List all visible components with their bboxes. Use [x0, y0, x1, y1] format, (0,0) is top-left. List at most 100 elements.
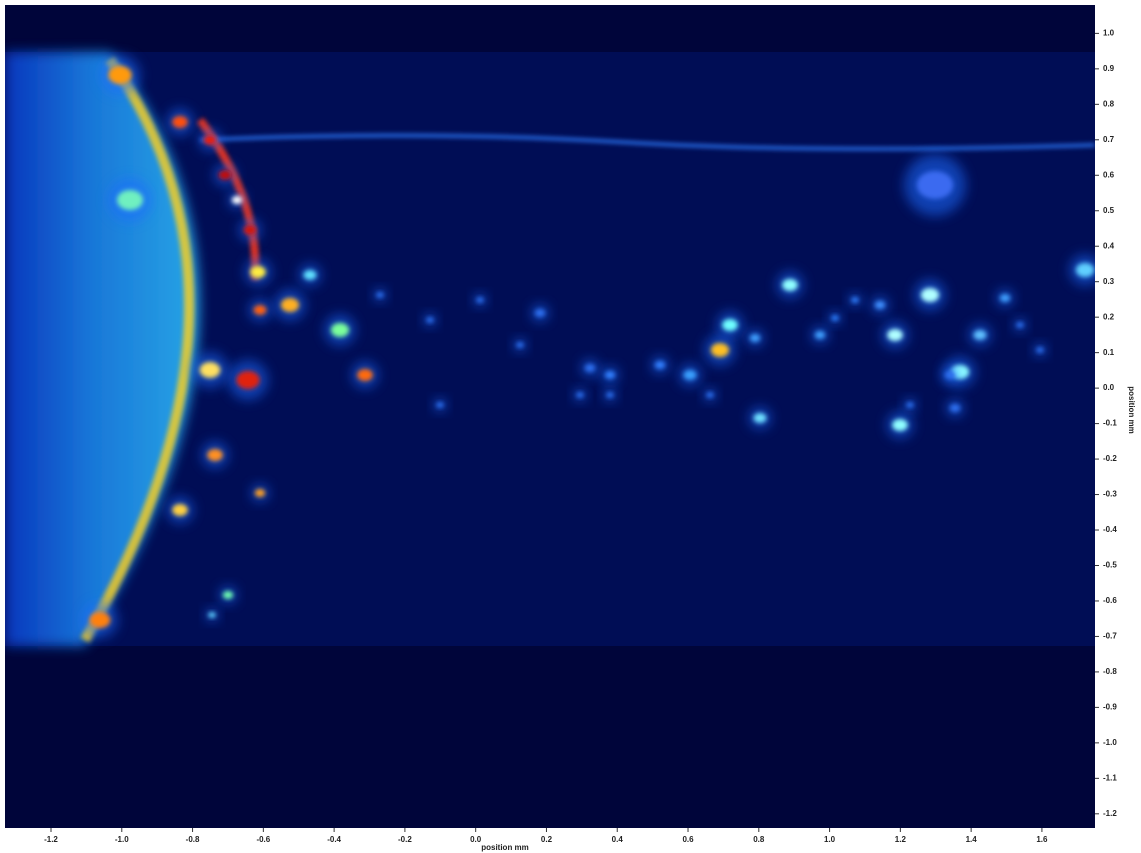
spot: [172, 504, 188, 516]
spot: [604, 371, 616, 379]
spot: [892, 419, 908, 431]
interface-line: [199, 133, 1095, 151]
spot: [357, 369, 373, 381]
spot: [782, 279, 798, 291]
y-tick-label: 0.9: [1103, 64, 1115, 73]
spot: [280, 298, 300, 312]
spot: [303, 270, 317, 280]
spot: [1016, 322, 1024, 328]
blobs: [82, 55, 1095, 638]
y-tick-label: -0.5: [1103, 561, 1117, 570]
spot: [654, 361, 666, 369]
spot: [851, 297, 859, 303]
spot: [250, 266, 266, 278]
y-tick-label: 0.5: [1103, 206, 1115, 215]
spot: [973, 330, 987, 340]
spot: [534, 309, 546, 317]
spot: [199, 362, 221, 378]
x-axis-label: position mm: [481, 843, 529, 852]
spot: [108, 66, 132, 84]
y-tick-label: -0.6: [1103, 596, 1117, 605]
spot: [1075, 263, 1095, 277]
spot: [426, 317, 434, 323]
x-tick-label: 0.8: [753, 835, 765, 844]
x-tick-label: 1.2: [895, 835, 907, 844]
y-tick-label: 0.4: [1103, 241, 1115, 250]
spot: [920, 288, 940, 302]
x-tick-label: 1.4: [966, 835, 978, 844]
y-tick-label: -0.1: [1103, 419, 1117, 428]
y-axis-label: position mm: [1127, 386, 1136, 434]
y-tick-label: 0.3: [1103, 277, 1115, 286]
x-tick-label: 1.0: [824, 835, 836, 844]
y-tick-label: -0.8: [1103, 667, 1117, 676]
y-tick-label: 1.0: [1103, 28, 1115, 37]
spot: [576, 392, 584, 398]
x-tick-label: 0.6: [682, 835, 694, 844]
spot: [207, 449, 223, 461]
y-tick-label: 0.0: [1103, 383, 1115, 392]
spot: [706, 392, 714, 398]
spot: [683, 370, 697, 380]
x-tick-label: 1.6: [1036, 835, 1048, 844]
spot: [710, 343, 730, 357]
spot: [1036, 347, 1044, 353]
y-tick-label: -1.0: [1103, 738, 1117, 747]
spot: [243, 225, 257, 235]
y-tick-label: -0.4: [1103, 525, 1117, 534]
x-tick-label: -1.0: [115, 835, 129, 844]
spot: [476, 297, 484, 303]
spot: [203, 135, 217, 145]
y-tick-label: -1.1: [1103, 773, 1117, 782]
spot: [999, 294, 1011, 302]
y-tick-label: 0.1: [1103, 348, 1115, 357]
spot: [584, 364, 596, 372]
x-tick-label: -0.2: [398, 835, 412, 844]
y-tick-label: 0.8: [1103, 99, 1115, 108]
spot: [831, 315, 839, 321]
y-tick-label: -1.2: [1103, 809, 1117, 818]
y-tick-label: 0.2: [1103, 312, 1115, 321]
y-tick-label: -0.2: [1103, 454, 1117, 463]
spot: [330, 323, 350, 337]
spot: [436, 402, 444, 408]
spot: [89, 612, 111, 628]
spot: [117, 190, 143, 210]
signal-edge: [80, 57, 195, 643]
x-tick-label: -1.2: [44, 835, 58, 844]
spot: [218, 170, 232, 180]
spot: [906, 402, 914, 408]
spot: [376, 292, 384, 298]
x-tick-label: -0.4: [327, 835, 341, 844]
spot: [254, 489, 266, 497]
spot: [606, 392, 614, 398]
spot: [887, 329, 903, 341]
x-tick-label: -0.8: [186, 835, 200, 844]
x-tick-label: -0.6: [256, 835, 270, 844]
spot: [236, 371, 260, 389]
y-tick-label: -0.3: [1103, 490, 1117, 499]
spot: [814, 331, 826, 339]
y-tick-label: -0.7: [1103, 632, 1117, 641]
spot: [222, 591, 234, 599]
x-tick-label: 0.0: [470, 835, 482, 844]
spot: [516, 342, 524, 348]
spot: [208, 612, 216, 618]
y-tick-label: 0.7: [1103, 135, 1115, 144]
y-tick-label: 0.6: [1103, 170, 1115, 179]
y-tick-label: -0.9: [1103, 702, 1117, 711]
spot: [753, 413, 767, 423]
spot: [874, 301, 886, 309]
spot: [172, 116, 188, 128]
spot: [231, 196, 243, 204]
spot: [949, 404, 961, 412]
spot: [722, 319, 738, 331]
image: [5, 5, 1095, 828]
x-tick-label: 0.4: [612, 835, 624, 844]
spot: [253, 305, 267, 315]
spot: [916, 171, 954, 199]
spot: [749, 334, 761, 342]
spot: [944, 371, 956, 379]
x-tick-label: 0.2: [541, 835, 553, 844]
